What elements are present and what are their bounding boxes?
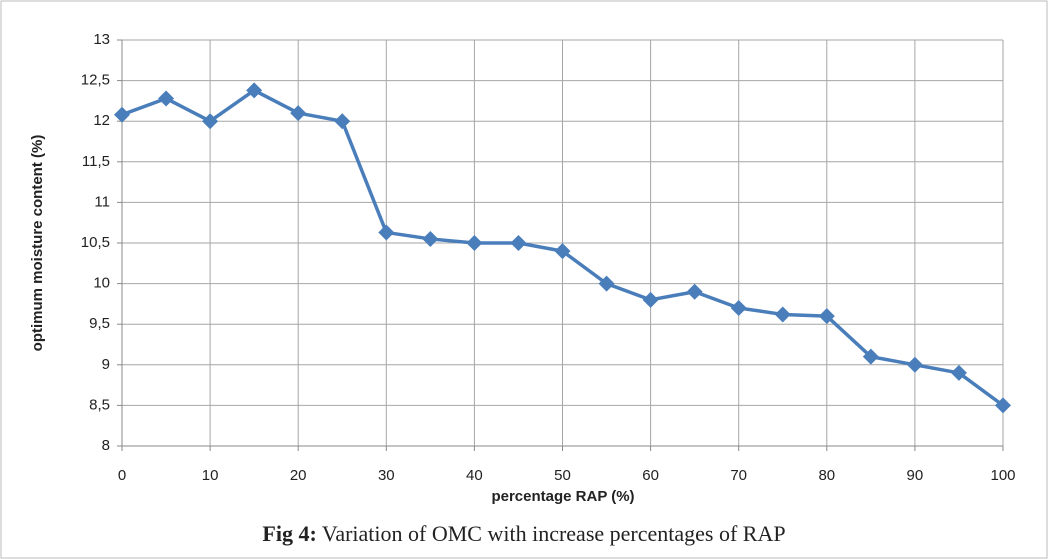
x-tick-label: 80	[818, 467, 835, 484]
data-point	[378, 224, 395, 241]
data-point	[730, 299, 747, 316]
y-tick-label: 11	[94, 193, 110, 210]
x-tick-label: 100	[990, 467, 1015, 484]
data-point	[862, 348, 879, 365]
x-tick-label: 0	[118, 467, 126, 484]
x-tick-label: 40	[466, 467, 483, 484]
x-tick-label: 30	[378, 467, 395, 484]
data-point	[114, 106, 130, 123]
data-point	[334, 113, 351, 130]
x-tick-label: 20	[290, 467, 307, 484]
data-point	[774, 306, 791, 323]
y-tick-label: 12	[93, 112, 110, 129]
y-tick-label: 10	[93, 275, 110, 292]
x-tick-label: 90	[907, 467, 924, 484]
data-point	[642, 291, 659, 308]
data-point	[246, 82, 263, 99]
data-point	[202, 113, 219, 130]
data-point	[422, 230, 439, 247]
data-point	[818, 308, 835, 325]
x-tick-label: 70	[730, 467, 747, 484]
y-tick-label: 8	[102, 437, 110, 454]
y-axis-label: optimum moisture content (%)	[29, 135, 46, 352]
data-point	[466, 235, 483, 251]
y-tick-label: 9,5	[89, 315, 110, 332]
y-tick-label: 12,5	[81, 72, 110, 89]
x-tick-label: 10	[202, 467, 219, 484]
data-point	[554, 243, 571, 260]
data-point	[686, 283, 703, 300]
x-tick-label: 60	[642, 467, 659, 484]
caption-label: Fig 4:	[262, 521, 316, 546]
y-tick-label: 10,5	[81, 234, 110, 251]
x-tick-label: 50	[554, 467, 571, 484]
y-tick-label: 9	[102, 356, 110, 373]
data-point	[598, 275, 615, 292]
y-tick-label: 13	[93, 31, 110, 48]
caption: Fig 4: Variation of OMC with increase pe…	[262, 521, 785, 546]
data-point	[290, 105, 307, 122]
data-point	[950, 364, 967, 381]
data-point	[995, 397, 1011, 414]
data-point	[906, 356, 923, 373]
x-axis-label: percentage RAP (%)	[491, 488, 634, 505]
y-tick-label: 8,5	[89, 396, 110, 413]
data-point	[158, 90, 175, 107]
y-tick-label: 11,5	[82, 153, 110, 170]
data-point	[510, 235, 527, 251]
caption-text: Variation of OMC with increase percentag…	[322, 521, 786, 546]
